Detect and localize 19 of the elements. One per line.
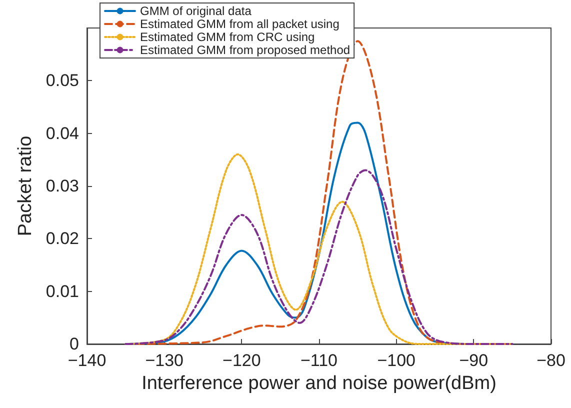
y-tick-label: 0.03 <box>46 176 79 196</box>
x-tick-label: −120 <box>222 351 261 370</box>
x-tick-label: −100 <box>377 351 416 370</box>
legend-label: Estimated GMM from CRC using <box>140 30 315 44</box>
y-tick-label: 0.04 <box>46 124 79 143</box>
legend-label: GMM of original data <box>140 4 252 18</box>
y-tick-label: 0.02 <box>46 229 79 248</box>
x-tick-label: −110 <box>300 351 338 370</box>
y-tick-label: 0 <box>70 334 79 354</box>
y-axis-title: Packet ratio <box>15 136 36 236</box>
legend-label: Estimated GMM from proposed method <box>140 43 350 57</box>
x-axis-title: Interference power and noise power(dBm) <box>142 372 496 394</box>
x-tick-label: −140 <box>68 351 106 370</box>
x-tick-label: −80 <box>536 351 566 370</box>
y-tick-label: 0.05 <box>46 71 79 90</box>
x-tick-label: −130 <box>145 351 184 370</box>
y-tick-label: 0.01 <box>46 282 79 301</box>
x-tick-label: −90 <box>459 351 488 370</box>
legend-label: Estimated GMM from all packet using <box>140 17 340 31</box>
